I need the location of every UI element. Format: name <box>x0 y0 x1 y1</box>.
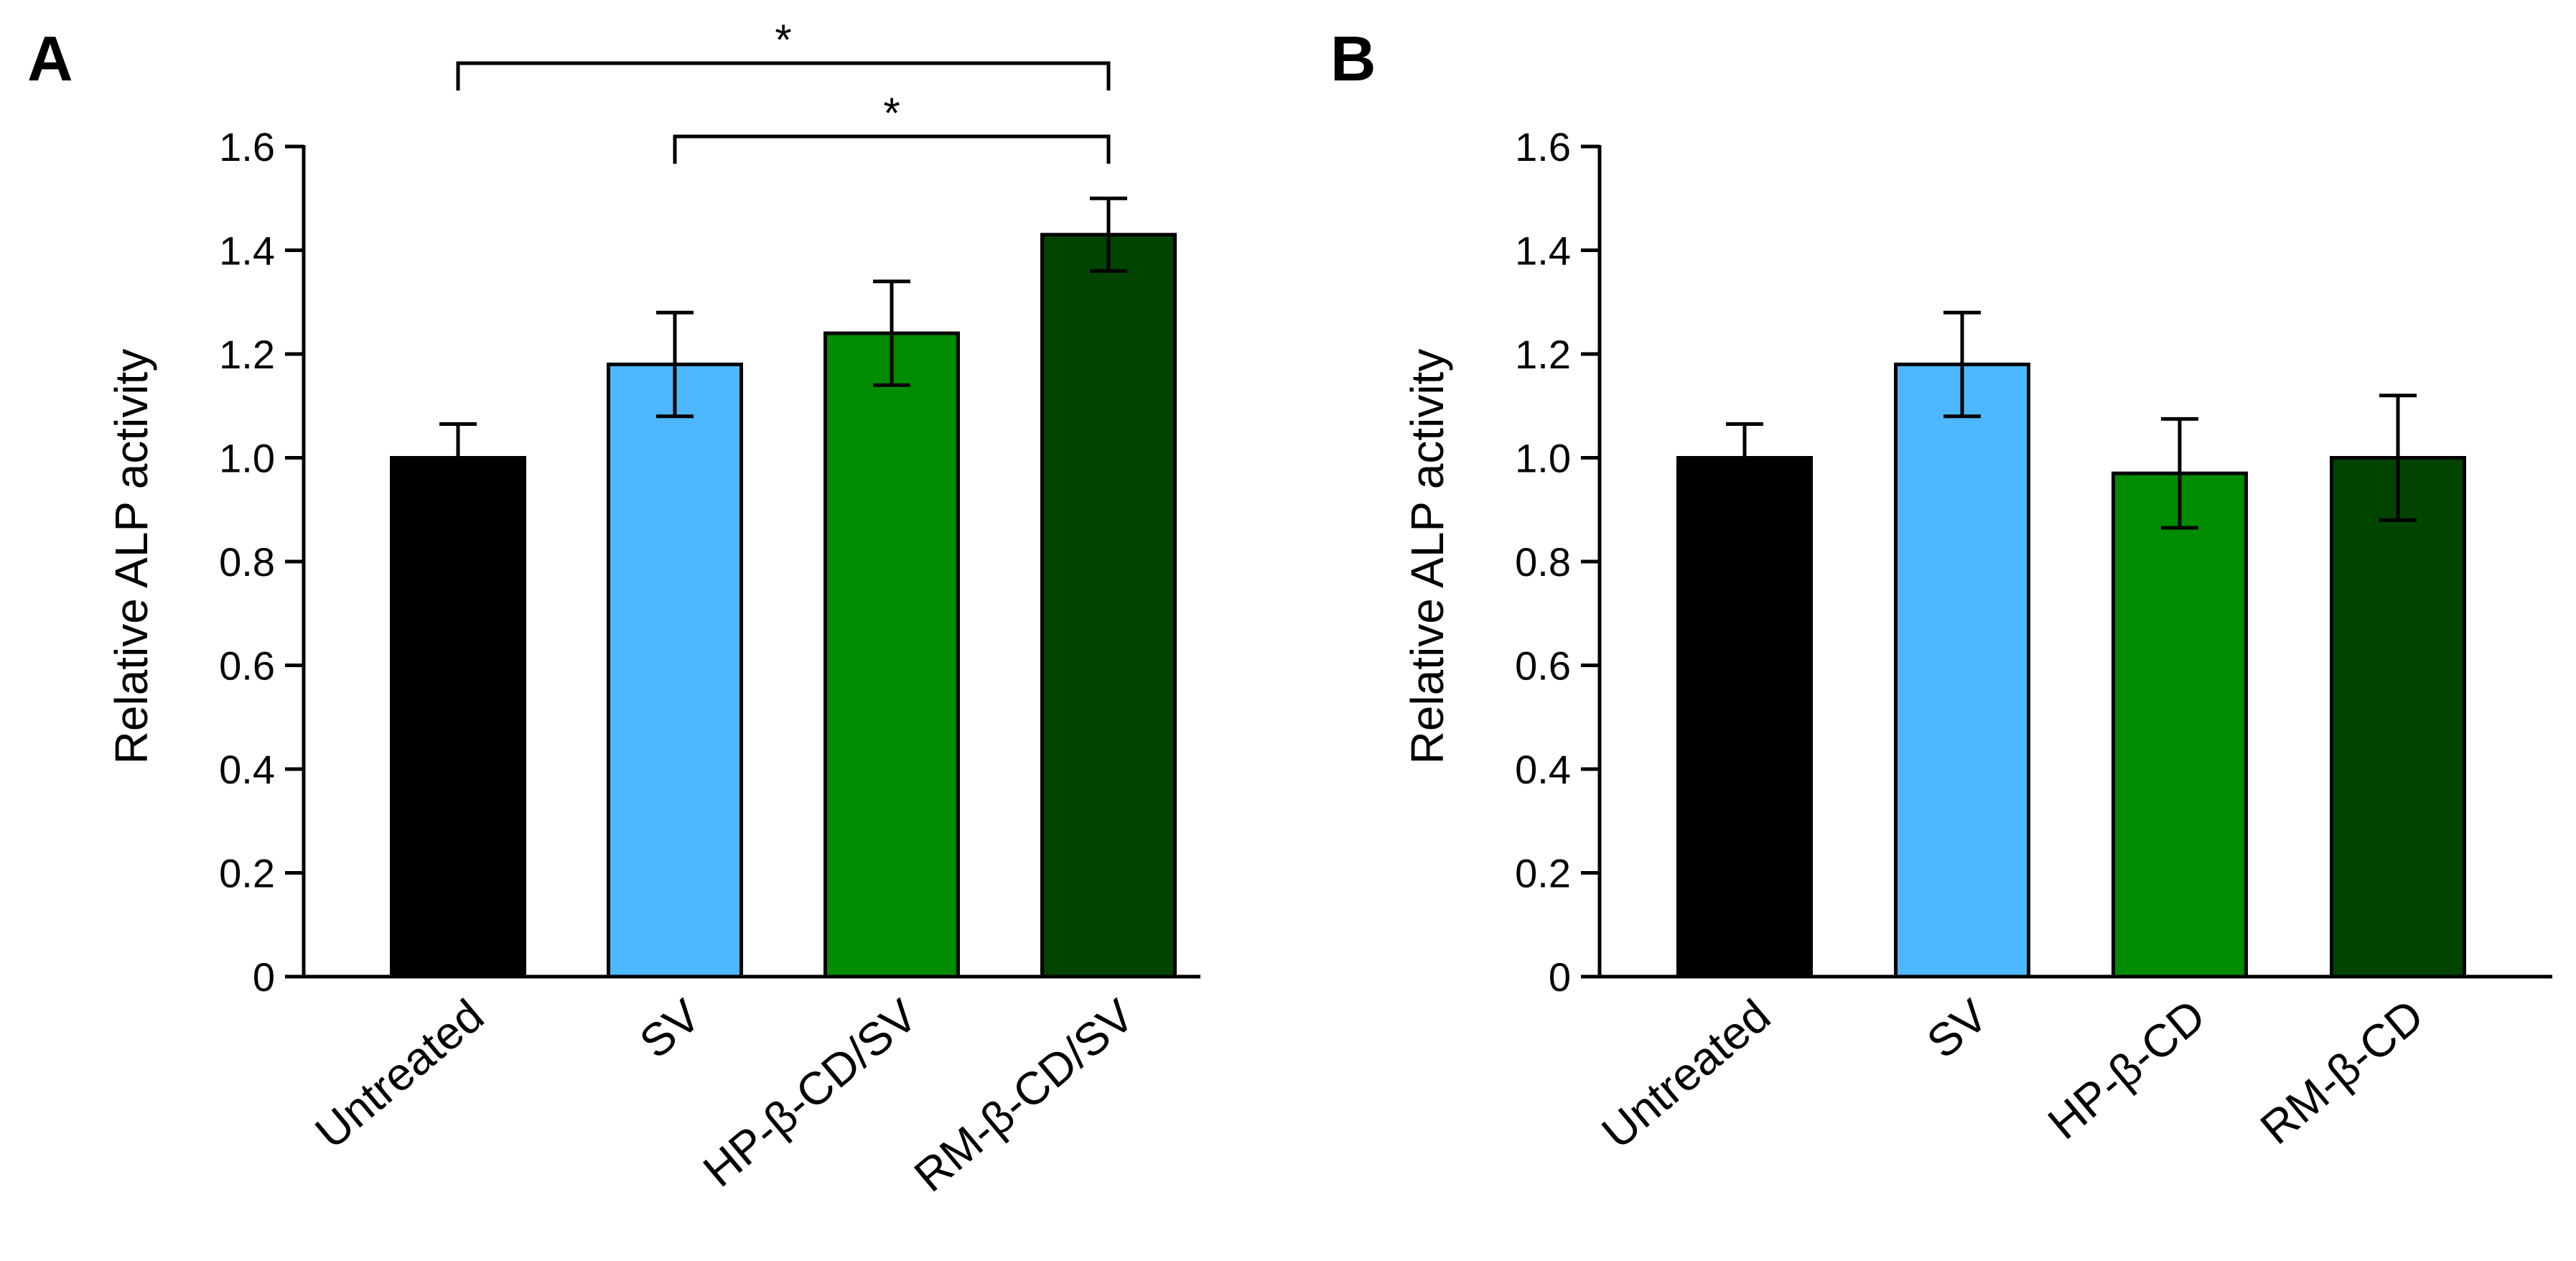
y-tick-label: 0.8 <box>1515 539 1571 585</box>
category-label: Untreated <box>305 990 493 1159</box>
y-axis-label: Relative ALP activity <box>106 349 157 765</box>
category-label: SV <box>630 989 710 1068</box>
y-tick-label: 1.6 <box>1515 124 1571 169</box>
panel-b: B Relative ALP activity 0 0.2 0.4 0.6 0.8 1.0… <box>1330 23 2552 1158</box>
category-label: RM-β-CD <box>2251 990 2433 1155</box>
bar <box>823 331 960 979</box>
y-tick-label: 1.2 <box>219 332 275 377</box>
y-axis-ticks: 0 0.2 0.4 0.6 0.8 1.0 1.2 1.4 1.6 <box>1515 124 1600 1000</box>
y-tick-label: 0 <box>253 954 275 1000</box>
significance-label: * <box>883 89 900 137</box>
bar <box>1894 362 2030 979</box>
category-label: SV <box>1917 989 1997 1068</box>
significance-brackets: ** <box>456 16 1111 164</box>
significance-bracket <box>456 61 1111 90</box>
bar <box>2111 471 2248 979</box>
panel-letter: A <box>27 23 73 94</box>
y-tick-label: 1.6 <box>219 124 275 169</box>
panel-a: A Relative ALP activity 0 0.2 0.4 0.6 0.8 1.0… <box>27 16 1200 1201</box>
y-tick-label: 0.2 <box>1515 851 1571 896</box>
y-tick-label: 0.6 <box>219 643 275 689</box>
y-axis-ticks: 0 0.2 0.4 0.6 0.8 1.0 1.2 1.4 1.6 <box>219 124 304 1000</box>
category-label: HP-β-CD/SV <box>694 989 927 1196</box>
bars <box>390 233 1177 979</box>
bars <box>1676 362 2466 979</box>
bar <box>2330 456 2466 979</box>
bar <box>1676 456 1813 979</box>
bar <box>390 456 526 979</box>
y-axis-label: Relative ALP activity <box>1401 349 1453 765</box>
category-label: RM-β-CD/SV <box>905 989 1144 1201</box>
significance-label: * <box>775 16 791 64</box>
category-label: HP-β-CD <box>2038 990 2215 1150</box>
category-labels: Untreated SV HP-β-CD RM-β-CD <box>1592 989 2433 1158</box>
y-tick-label: 1.4 <box>1515 228 1571 274</box>
error-bars <box>439 196 1127 493</box>
significance-bracket <box>673 134 1111 164</box>
y-tick-label: 0.6 <box>1515 643 1571 689</box>
panel-letter: B <box>1330 23 1376 94</box>
y-tick-label: 0.4 <box>1515 747 1571 792</box>
y-tick-label: 1.0 <box>219 436 275 481</box>
y-tick-label: 1.0 <box>1515 436 1571 481</box>
error-bars <box>1726 310 2417 530</box>
y-tick-label: 1.4 <box>219 228 275 274</box>
bar <box>1040 233 1177 979</box>
y-tick-label: 0.2 <box>219 851 275 896</box>
y-tick-label: 0.4 <box>219 747 275 792</box>
category-label: Untreated <box>1592 990 1780 1159</box>
y-tick-label: 0 <box>1549 954 1571 1000</box>
bar <box>607 362 743 979</box>
y-tick-label: 0.8 <box>219 539 275 585</box>
y-tick-label: 1.2 <box>1515 332 1571 377</box>
